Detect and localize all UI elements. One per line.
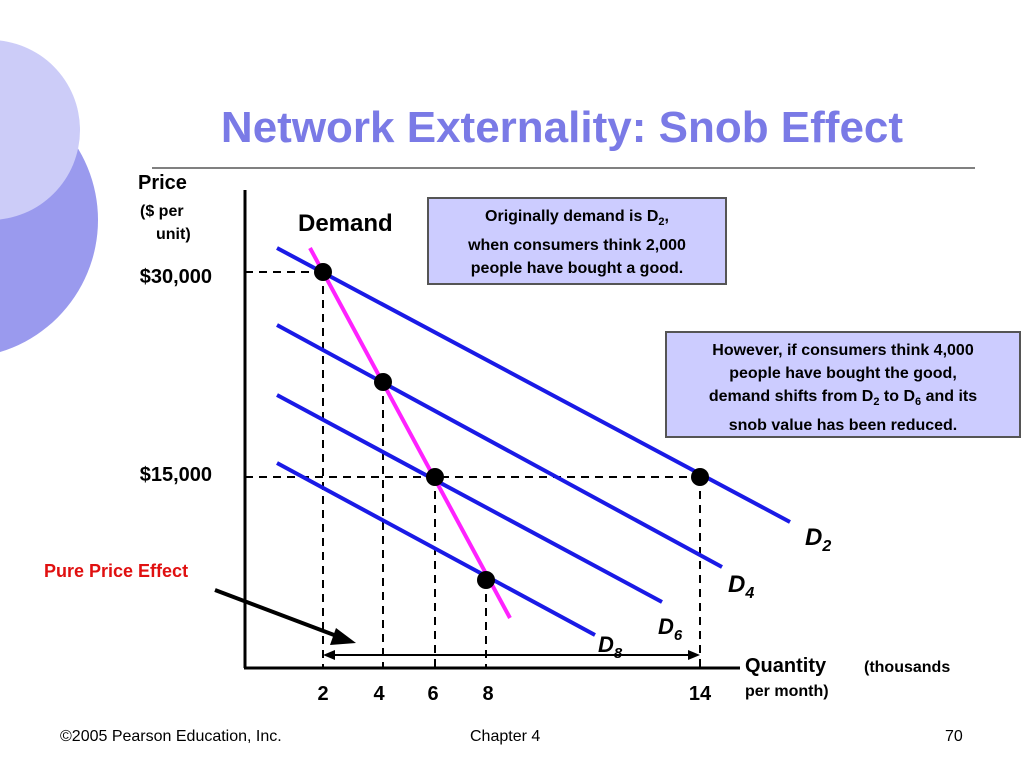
- y-tick-label: $15,000: [140, 464, 212, 486]
- curve-label: D8: [598, 632, 623, 662]
- curve-name: D: [598, 632, 614, 657]
- callout-line: people have bought the good,: [667, 362, 1019, 385]
- subscript: 2: [658, 216, 665, 229]
- y-axis-unit: unit): [156, 226, 191, 243]
- annotation: Pure Price Effect: [44, 561, 188, 581]
- annotation-arrow: [214, 588, 343, 640]
- curve-d6: [276, 393, 663, 604]
- y-axis-label: Price: [138, 172, 187, 194]
- curve-sub: 8: [614, 645, 623, 662]
- demand-curves: [276, 246, 791, 637]
- point: [426, 468, 444, 486]
- callout-line: However, if consumers think 4,000: [667, 339, 1019, 362]
- callout-text: people have bought the good,: [729, 365, 957, 382]
- curve-name: D: [728, 571, 745, 598]
- x-tick-label: 8: [482, 683, 493, 705]
- x-tick-label: 14: [689, 683, 712, 705]
- callout-text: Originally demand is D: [485, 208, 659, 225]
- y-axis-unit: ($ per: [140, 203, 184, 220]
- market-demand: [308, 247, 512, 619]
- point: [374, 373, 392, 391]
- curve-label: D2: [805, 524, 831, 555]
- y-tick-label: $30,000: [140, 266, 212, 288]
- x-axis-unit: per month): [745, 683, 829, 700]
- callout-text: to D: [879, 388, 915, 405]
- arrowhead: [688, 650, 700, 660]
- footer-center: Chapter 4: [470, 728, 541, 745]
- callout-line: snob value has been reduced.: [667, 414, 1019, 437]
- points: [314, 263, 709, 589]
- curve-name: D: [658, 614, 674, 639]
- curve-label: D4: [728, 571, 754, 602]
- point: [477, 571, 495, 589]
- guides: [245, 271, 701, 668]
- x-tick-label: 4: [373, 683, 385, 705]
- callout-line: Originally demand is D2,: [429, 205, 725, 234]
- subscript: 6: [915, 396, 922, 409]
- callout-text: ,: [664, 208, 669, 225]
- callout-text: people have bought a good.: [470, 260, 684, 278]
- curve-label: D6: [658, 614, 683, 644]
- callout-line: when consumers think 2,000: [429, 234, 725, 257]
- x-tick-label: 2: [317, 683, 328, 705]
- callout-line: people have bought a good.: [429, 257, 725, 280]
- x-axis-label: Quantity: [745, 655, 827, 677]
- footer-right: 70: [945, 728, 963, 745]
- title: Network Externality: Snob Effect: [221, 103, 903, 152]
- curve-d4: [276, 323, 723, 569]
- point: [314, 263, 332, 281]
- callout-text: snob value has been reduced.: [728, 417, 958, 435]
- callout: Originally demand is D2, when consumers t…: [427, 197, 727, 285]
- callout-text: However, if consumers think 4,000: [712, 342, 974, 359]
- arrowhead: [323, 650, 335, 660]
- callout-line: demand shifts from D2 to D6 and its: [667, 385, 1019, 414]
- decor-circle: [0, 40, 80, 220]
- x-tick-label: 6: [427, 683, 438, 705]
- callout-text: demand shifts from D: [708, 388, 874, 405]
- curve-sub: 4: [744, 585, 754, 602]
- curve-sub: 2: [821, 538, 831, 555]
- demand-label: Demand: [298, 210, 393, 237]
- footer-left: ©2005 Pearson Education, Inc.: [60, 728, 282, 745]
- callout-text: and its: [921, 388, 978, 405]
- curve-name: D: [805, 524, 822, 551]
- x-axis-unit: (thousands: [864, 659, 950, 676]
- point: [691, 468, 709, 486]
- arrowhead: [330, 628, 356, 645]
- curve-d8: [276, 461, 596, 637]
- subscript: 2: [873, 396, 880, 409]
- curve-sub: 6: [674, 627, 683, 644]
- callout-text: when consumers think 2,000: [468, 237, 686, 255]
- callout: However, if consumers think 4,000 people …: [665, 331, 1021, 438]
